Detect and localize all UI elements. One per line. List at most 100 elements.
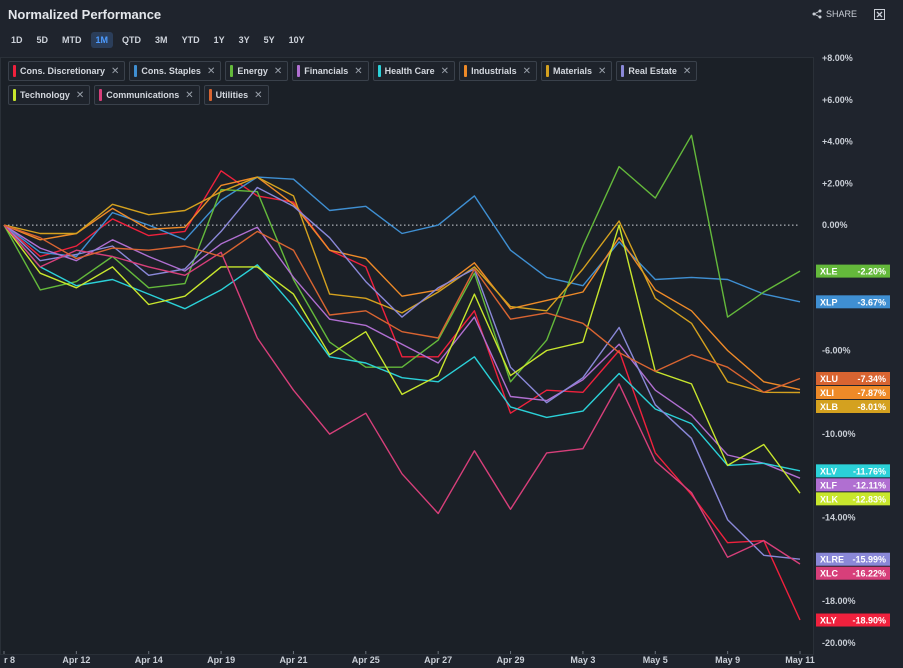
remove-series-icon[interactable]: ✕: [522, 65, 531, 77]
legend-label: Technology: [20, 90, 70, 100]
end-tag-ticker: XLV: [820, 466, 837, 476]
range-5y-button[interactable]: 5Y: [259, 32, 280, 48]
remove-series-icon[interactable]: ✕: [185, 89, 194, 101]
remove-series-icon[interactable]: ✕: [206, 65, 216, 77]
range-3y-button[interactable]: 3Y: [234, 32, 255, 48]
end-tag-bg: [816, 399, 890, 413]
range-mtd-button[interactable]: MTD: [57, 32, 87, 48]
end-tag-value: -3.67%: [857, 297, 886, 307]
end-tag-value: -7.87%: [857, 388, 886, 398]
y-tick-label: +8.00%: [822, 53, 853, 63]
legend-chip-xlu[interactable]: Utilities ✕: [203, 85, 269, 105]
y-tick-label: -20.00%: [822, 638, 856, 648]
end-tag-xlu: XLU -7.34%: [816, 371, 890, 385]
legend-chip-xlre[interactable]: Real Estate ✕: [616, 61, 698, 81]
series-line-xlv: [3, 224, 801, 472]
legend-swatch: [545, 65, 549, 77]
end-tag-bg: [816, 566, 890, 580]
y-tick-label: -10.00%: [822, 429, 856, 439]
y-tick-label: -14.00%: [822, 513, 856, 523]
remove-series-icon[interactable]: ✕: [354, 65, 363, 77]
remove-series-icon[interactable]: ✕: [111, 65, 120, 77]
end-tag-bg: [816, 264, 890, 278]
y-tick-label: +4.00%: [822, 137, 853, 147]
end-tag-value: -18.90%: [852, 616, 886, 626]
x-tick-label: r 8: [4, 655, 15, 665]
page-title: Normalized Performance: [8, 7, 162, 22]
remove-series-icon[interactable]: ✕: [440, 65, 450, 77]
end-tag-ticker: XLK: [820, 494, 839, 504]
legend-label: Cons. Staples: [141, 66, 201, 76]
end-tag-value: -11.76%: [853, 466, 886, 476]
end-tag-ticker: XLC: [820, 569, 839, 579]
legend-swatch: [13, 89, 16, 101]
remove-series-icon[interactable]: ✕: [682, 65, 692, 77]
range-1y-button[interactable]: 1Y: [209, 32, 230, 48]
end-tag-xlf: XLF -12.11%: [816, 478, 890, 492]
y-tick-label: -6.00%: [822, 346, 851, 356]
range-qtd-button[interactable]: QTD: [117, 32, 146, 48]
legend-chip-xle[interactable]: Energy ✕: [225, 61, 289, 81]
legend-chip-xlv[interactable]: Health Care ✕: [372, 61, 456, 81]
end-tag-value: -15.99%: [852, 555, 886, 565]
end-tag-value: -12.83%: [852, 494, 886, 504]
series-line-xly: [3, 170, 801, 621]
series-line-xlb: [3, 176, 801, 394]
legend-label: Utilities: [215, 90, 249, 100]
series-line-xlk: [3, 224, 801, 494]
x-tick-label: Apr 12: [62, 655, 90, 665]
remove-series-icon[interactable]: ✕: [75, 89, 85, 101]
series-line-xlf: [3, 224, 801, 479]
legend-label: Communications: [106, 90, 180, 100]
legend-chip-xlk[interactable]: Technology ✕: [8, 85, 91, 105]
y-tick-label: +2.00%: [822, 178, 853, 188]
expand-icon[interactable]: [874, 9, 885, 20]
end-tag-value: -8.01%: [857, 402, 886, 412]
end-tag-bg: [816, 613, 890, 627]
range-3m-button[interactable]: 3M: [150, 32, 173, 48]
top-bar: Normalized Performance SHARE: [0, 0, 903, 28]
range-1d-button[interactable]: 1D: [6, 32, 28, 48]
y-tick-label: -18.00%: [822, 596, 856, 606]
legend-swatch: [621, 65, 625, 77]
range-10y-button[interactable]: 10Y: [284, 32, 310, 48]
legend-chip-xlf[interactable]: Financials ✕: [292, 61, 369, 81]
series-line-xlc: [3, 224, 801, 565]
x-tick-label: May 3: [570, 655, 595, 665]
end-tag-value: -7.34%: [857, 374, 886, 384]
remove-series-icon[interactable]: ✕: [598, 65, 607, 77]
y-tick-label: 0.00%: [822, 220, 848, 230]
end-tag-xle: XLE -2.20%: [816, 264, 890, 278]
x-tick-label: Apr 25: [352, 655, 380, 665]
range-5d-button[interactable]: 5D: [32, 32, 54, 48]
x-tick-label: Apr 27: [424, 655, 452, 665]
share-button[interactable]: SHARE: [812, 9, 857, 19]
legend-swatch: [464, 65, 468, 77]
range-1m-button[interactable]: 1M: [90, 32, 114, 48]
remove-series-icon[interactable]: ✕: [273, 65, 283, 77]
share-icon: [812, 9, 822, 19]
share-label: SHARE: [825, 9, 857, 19]
end-tag-xlc: XLC -16.22%: [816, 566, 890, 580]
legend-swatch: [134, 65, 138, 77]
legend-label: Health Care: [384, 66, 435, 76]
legend-label: Cons. Discretionary: [20, 66, 106, 76]
legend-chip-xly[interactable]: Cons. Discretionary ✕: [8, 61, 126, 81]
legend-chip-xlc[interactable]: Communications ✕: [94, 85, 200, 105]
series-legend: Cons. Discretionary ✕ Cons. Staples ✕ Energy…: [8, 61, 708, 105]
range-selector: 1D 5D MTD 1M QTD 3M YTD 1Y 3Y 5Y 10Y: [6, 32, 310, 48]
end-tag-value: -2.20%: [857, 267, 886, 277]
end-tag-bg: [816, 371, 890, 385]
x-tick-label: Apr 21: [279, 655, 307, 665]
legend-label: Energy: [237, 66, 268, 76]
remove-series-icon[interactable]: ✕: [254, 89, 263, 101]
range-ytd-button[interactable]: YTD: [177, 32, 205, 48]
legend-chip-xlb[interactable]: Materials ✕: [540, 61, 613, 81]
legend-chip-xli[interactable]: Industrials ✕: [459, 61, 537, 81]
end-tag-ticker: XLI: [820, 388, 834, 398]
series-line-xlp: [3, 176, 801, 303]
end-tag-bg: [816, 492, 890, 506]
series-line-xlu: [3, 224, 801, 393]
legend-chip-xlp[interactable]: Cons. Staples ✕: [129, 61, 222, 81]
